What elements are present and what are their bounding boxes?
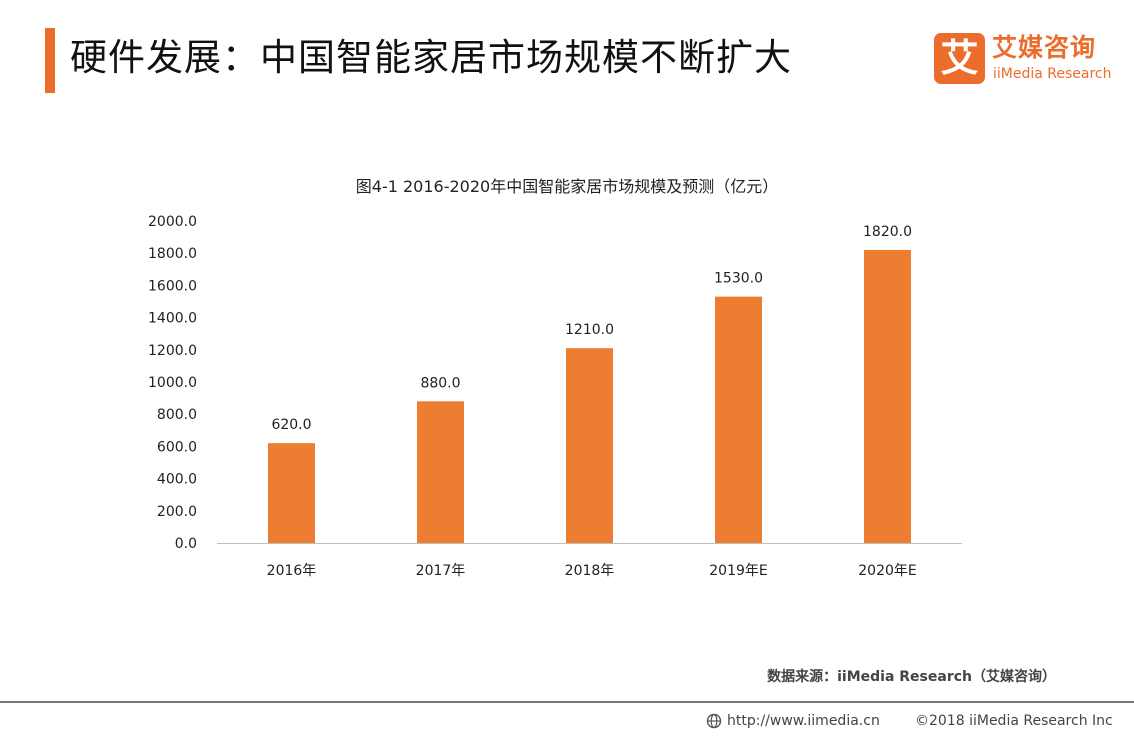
y-tick-label: 1600.0: [148, 278, 197, 294]
y-tick-label: 0.0: [175, 536, 197, 552]
y-tick-label: 1000.0: [148, 375, 197, 391]
footer-divider: [0, 701, 1134, 703]
y-tick-label: 400.0: [157, 472, 197, 488]
x-tick-label: 2018年: [565, 563, 615, 579]
chart-title: 图4-1 2016-2020年中国智能家居市场规模及预测（亿元）: [356, 177, 778, 196]
x-tick-label: 2016年: [267, 563, 317, 579]
y-tick-label: 200.0: [157, 504, 197, 520]
data-label: 620.0: [271, 417, 311, 433]
data-label: 1210.0: [565, 322, 614, 338]
data-label: 1820.0: [863, 224, 912, 240]
logo-english-name: iiMedia Research: [993, 66, 1112, 82]
x-tick-label: 2019年E: [709, 563, 767, 579]
iimedia-logo: 艾 艾媒咨询 iiMedia Research: [934, 33, 1124, 87]
bar: [417, 401, 464, 543]
logo-mark: 艾: [934, 33, 985, 84]
bar: [268, 443, 315, 543]
footer-url-text: http://www.iimedia.cn: [727, 713, 880, 729]
y-tick-label: 1400.0: [148, 311, 197, 327]
bar: [864, 249, 911, 544]
page-title: 硬件发展：中国智能家居市场规模不断扩大: [70, 36, 792, 79]
bar-chart: 图4-1 2016-2020年中国智能家居市场规模及预测（亿元） 0.0 200.0…: [148, 177, 962, 579]
logo-chinese-name: 艾媒咨询: [992, 33, 1097, 62]
data-label: 880.0: [420, 375, 460, 391]
title-accent-bar: [45, 28, 55, 93]
data-source-note: 数据来源：iiMedia Research（艾媒咨询）: [767, 669, 1056, 685]
y-tick-label: 2000.0: [148, 214, 197, 230]
globe-icon: [706, 713, 722, 729]
x-tick-label: 2020年E: [858, 563, 916, 579]
data-label: 1530.0: [714, 271, 763, 287]
y-tick-label: 1200.0: [148, 343, 197, 359]
y-tick-label: 1800.0: [148, 246, 197, 262]
bar: [566, 348, 613, 543]
y-tick-label: 600.0: [157, 439, 197, 455]
footer-url[interactable]: http://www.iimedia.cn: [706, 713, 880, 729]
y-tick-label: 800.0: [157, 407, 197, 423]
x-tick-label: 2017年: [416, 563, 466, 579]
bar: [715, 296, 762, 543]
footer-copyright: ©2018 iiMedia Research Inc: [915, 713, 1113, 729]
